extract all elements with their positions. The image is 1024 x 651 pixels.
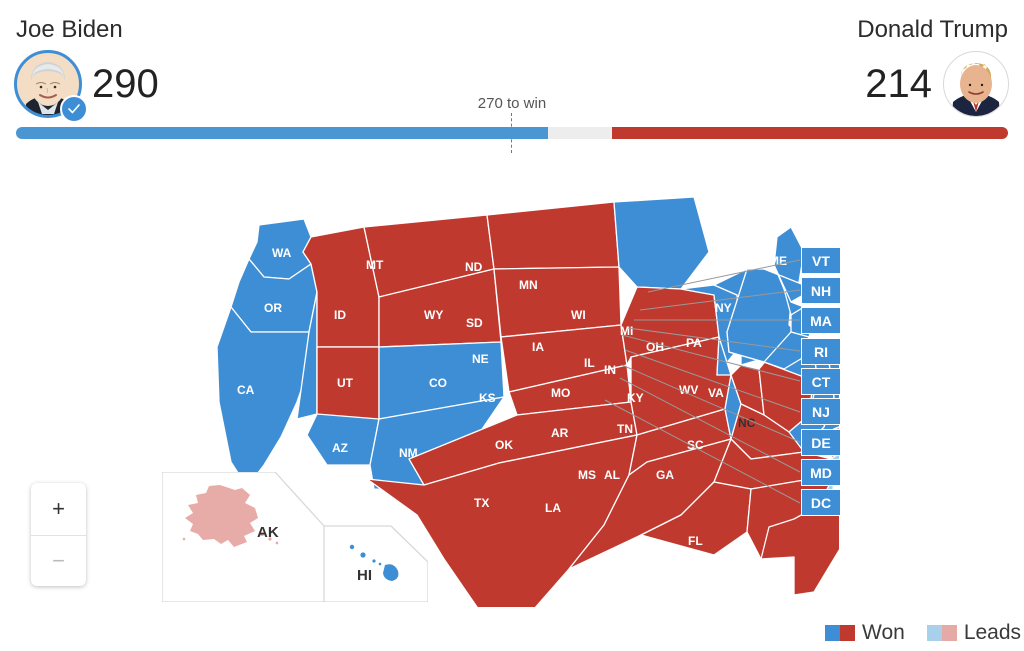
svg-text:CA: CA <box>237 383 255 397</box>
svg-text:AZ: AZ <box>332 441 348 455</box>
svg-text:MO: MO <box>551 386 570 400</box>
svg-text:NY: NY <box>715 301 732 315</box>
svg-text:KY: KY <box>627 391 644 405</box>
svg-text:NC: NC <box>738 416 756 430</box>
svg-text:WV: WV <box>679 383 698 397</box>
svg-text:VA: VA <box>708 386 724 400</box>
svg-text:MT: MT <box>366 258 384 272</box>
svg-text:HI: HI <box>357 567 372 584</box>
svg-text:AK: AK <box>257 524 279 541</box>
svg-text:TX: TX <box>474 496 489 510</box>
svg-text:TN: TN <box>617 422 633 436</box>
svg-text:MS: MS <box>578 468 596 482</box>
svg-text:FL: FL <box>688 534 703 548</box>
svg-text:PA: PA <box>686 336 702 350</box>
svg-text:ME: ME <box>769 254 787 268</box>
svg-text:OK: OK <box>495 438 513 452</box>
svg-text:OR: OR <box>264 301 282 315</box>
svg-text:CO: CO <box>429 376 447 390</box>
svg-text:KS: KS <box>479 391 496 405</box>
svg-text:ND: ND <box>465 260 483 274</box>
svg-text:IN: IN <box>604 363 616 377</box>
svg-text:IA: IA <box>532 340 544 354</box>
svg-text:UT: UT <box>337 376 354 390</box>
svg-text:WY: WY <box>424 308 443 322</box>
svg-text:AL: AL <box>604 468 620 482</box>
svg-text:SD: SD <box>466 316 483 330</box>
svg-text:OH: OH <box>646 340 664 354</box>
svg-text:LA: LA <box>545 501 561 515</box>
svg-text:ID: ID <box>334 308 346 322</box>
svg-text:NE: NE <box>472 352 489 366</box>
svg-text:IL: IL <box>584 356 595 370</box>
svg-text:MI: MI <box>620 324 633 338</box>
svg-text:WA: WA <box>272 246 292 260</box>
svg-text:MN: MN <box>519 278 538 292</box>
svg-text:WI: WI <box>571 308 586 322</box>
svg-text:SC: SC <box>687 438 704 452</box>
svg-text:GA: GA <box>656 468 674 482</box>
svg-text:AR: AR <box>551 426 569 440</box>
